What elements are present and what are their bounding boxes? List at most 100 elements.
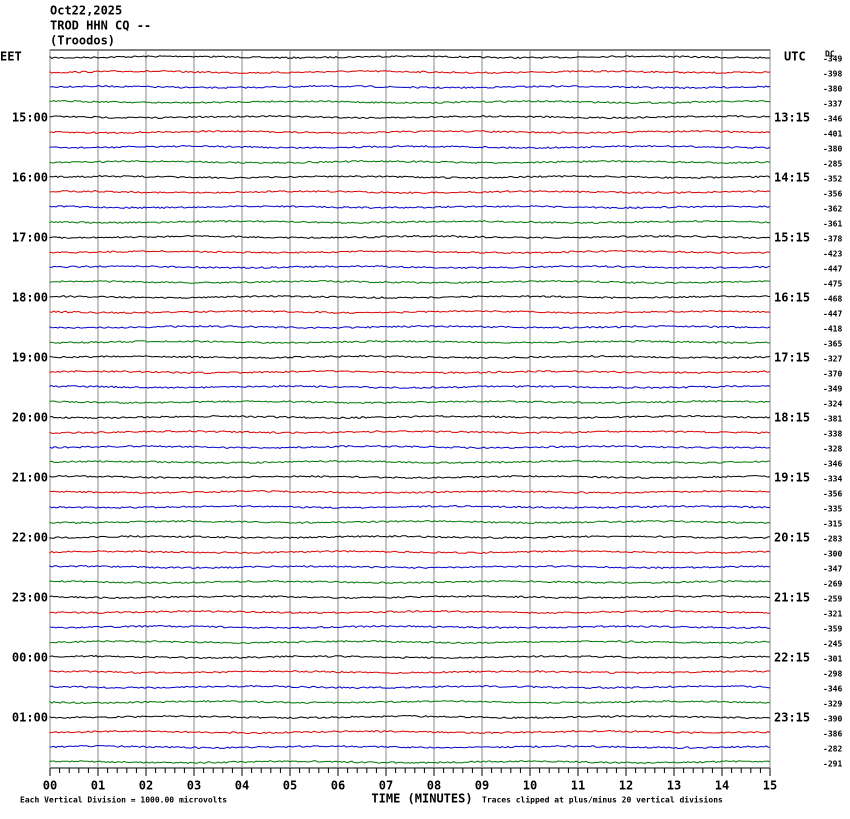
trace [49, 370, 771, 375]
utc-label: 13:15 [774, 111, 810, 125]
dc-offset: -285 [823, 160, 842, 169]
dc-offset: -301 [823, 655, 842, 664]
trace [49, 564, 770, 570]
trace [49, 249, 771, 255]
eet-label: 20:00 [12, 411, 48, 425]
eet-label: 00:00 [12, 651, 48, 665]
dc-offset: -359 [823, 625, 842, 634]
dc-offset: -370 [823, 370, 842, 379]
trace [49, 174, 771, 179]
eet-label: 21:00 [12, 471, 48, 485]
dc-title: DC [825, 50, 835, 59]
trace [49, 760, 771, 764]
dc-offset: -327 [823, 355, 842, 364]
dc-offset: -390 [823, 715, 842, 724]
trace [49, 699, 771, 704]
trace [49, 69, 771, 75]
utc-title: UTC [784, 50, 806, 64]
trace [49, 519, 771, 525]
x-tick-label: 13 [667, 779, 681, 793]
x-tick-label: 08 [427, 779, 441, 793]
x-tick-label: 06 [331, 779, 345, 793]
dc-offset: -362 [823, 205, 842, 214]
x-tick-label: 15 [763, 779, 777, 793]
trace [49, 160, 771, 164]
trace [49, 339, 770, 344]
dc-offset: -338 [823, 430, 842, 439]
dc-offset: -401 [823, 130, 842, 139]
eet-label: 17:00 [12, 231, 48, 245]
eet-label: 18:00 [12, 291, 48, 305]
trace [49, 384, 771, 389]
dc-offset: -346 [823, 460, 842, 469]
dc-offset: -352 [823, 175, 842, 184]
dc-offset: -386 [823, 730, 842, 739]
trace [49, 669, 771, 674]
dc-offset: -346 [823, 115, 842, 124]
dc-offset: -245 [823, 640, 842, 649]
trace [49, 594, 771, 600]
dc-offset: -349 [823, 385, 842, 394]
trace [49, 444, 771, 449]
station: TROD HHN CQ -- [50, 19, 151, 33]
dc-offset: -349 [823, 55, 842, 64]
dc-offset: -378 [823, 235, 842, 244]
dc-offset: -381 [823, 415, 842, 424]
dc-offset: -328 [823, 445, 842, 454]
trace [49, 684, 770, 690]
trace [49, 190, 771, 194]
date: Oct22,2025 [50, 4, 122, 18]
dc-offset: -447 [823, 310, 842, 319]
dc-offset: -291 [823, 760, 842, 769]
x-tick-label: 10 [523, 779, 537, 793]
x-tick-label: 05 [283, 779, 297, 793]
dc-offset: -329 [823, 700, 842, 709]
x-tick-label: 07 [379, 779, 393, 793]
trace [49, 744, 771, 750]
dc-offset: -356 [823, 190, 842, 199]
trace [49, 714, 771, 720]
eet-label: 16:00 [12, 171, 48, 185]
x-tick-label: 14 [715, 779, 729, 793]
trace [49, 129, 771, 135]
eet-label: 23:00 [12, 591, 48, 605]
trace [49, 84, 771, 90]
trace [49, 324, 771, 330]
dc-offset: -334 [823, 475, 842, 484]
trace [49, 429, 771, 435]
dc-offset: -298 [823, 670, 842, 679]
trace [49, 550, 771, 554]
dc-offset: -418 [823, 325, 842, 334]
trace [49, 280, 770, 284]
dc-offset: -269 [823, 580, 842, 589]
eet-label: 15:00 [12, 111, 48, 125]
dc-offset: -324 [823, 400, 842, 409]
x-tick-label: 02 [139, 779, 153, 793]
x-tick-label: 03 [187, 779, 201, 793]
trace [49, 504, 771, 509]
dc-offset: -335 [823, 505, 842, 514]
trace [49, 474, 771, 479]
utc-label: 20:15 [774, 531, 810, 545]
trace [49, 729, 771, 735]
frame [49, 49, 771, 769]
utc-label: 19:15 [774, 471, 810, 485]
dc-offset: -283 [823, 535, 842, 544]
trace [49, 624, 771, 629]
utc-label: 21:15 [774, 591, 810, 605]
trace [49, 640, 771, 644]
dc-offset: -468 [823, 295, 842, 304]
x-tick-label: 04 [235, 779, 249, 793]
x-tick-label: 12 [619, 779, 633, 793]
dc-offset: -300 [823, 550, 842, 559]
trace [49, 100, 771, 105]
dc-offset: -346 [823, 685, 842, 694]
trace [49, 114, 771, 119]
trace [49, 459, 771, 465]
dc-offset: -321 [823, 610, 842, 619]
utc-label: 14:15 [774, 171, 810, 185]
eet-label: 01:00 [12, 711, 48, 725]
clip-note: Traces clipped at plus/minus 20 vertical… [482, 795, 723, 805]
trace [49, 55, 771, 59]
